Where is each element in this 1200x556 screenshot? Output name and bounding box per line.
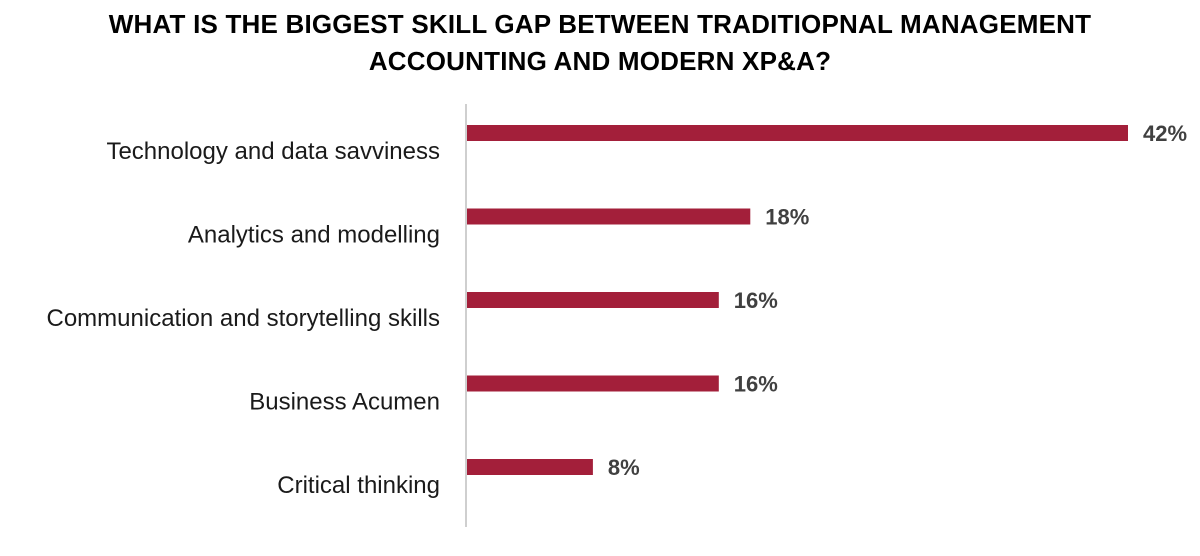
- chart-title: WHAT IS THE BIGGEST SKILL GAP BETWEEN TR…: [0, 6, 1200, 80]
- bar-2: [467, 292, 719, 308]
- category-label-2: Communication and storytelling skills: [47, 305, 441, 332]
- chart-title-line-1: WHAT IS THE BIGGEST SKILL GAP BETWEEN TR…: [108, 9, 1092, 39]
- chart-title-line-2: ACCOUNTING AND MODERN XP&A?: [368, 46, 832, 76]
- value-label-4: 8%: [608, 455, 640, 480]
- value-label-3: 16%: [734, 372, 778, 397]
- bar-3: [467, 375, 719, 392]
- category-label-1: Analytics and modelling: [188, 222, 440, 249]
- category-label-3: Business Acumen: [249, 389, 440, 416]
- category-label-0: Technology and data savviness: [106, 138, 440, 165]
- bar-0: [467, 125, 1128, 141]
- value-label-0: 42%: [1143, 121, 1187, 146]
- value-label-1: 18%: [765, 205, 809, 230]
- bar-4: [467, 459, 593, 475]
- category-label-4: Critical thinking: [277, 472, 440, 499]
- bar-1: [467, 208, 751, 225]
- value-label-2: 16%: [734, 288, 778, 313]
- bars-group: 42% Technology and data savviness 18% Analy…: [47, 121, 1188, 499]
